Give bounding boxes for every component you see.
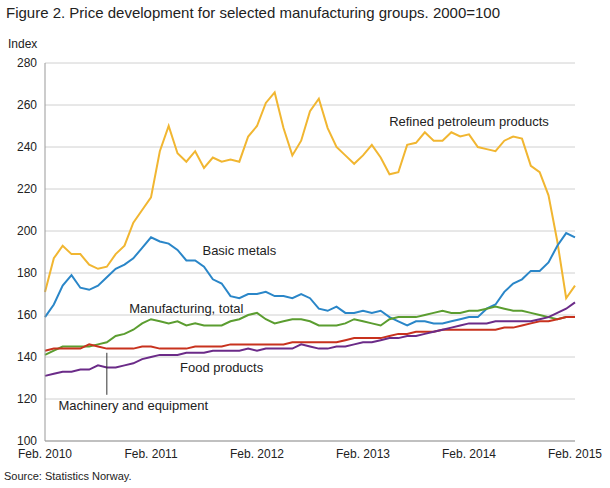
svg-text:Feb. 2010: Feb. 2010: [18, 447, 72, 461]
svg-text:260: 260: [17, 98, 37, 112]
svg-text:Feb. 2014: Feb. 2014: [442, 447, 496, 461]
svg-text:200: 200: [17, 224, 37, 238]
svg-text:Feb. 2011: Feb. 2011: [124, 447, 177, 461]
svg-text:240: 240: [17, 140, 37, 154]
svg-text:Basic metals: Basic metals: [202, 243, 276, 258]
svg-text:120: 120: [17, 392, 37, 406]
svg-text:160: 160: [17, 308, 37, 322]
svg-text:100: 100: [17, 434, 37, 448]
svg-text:Feb. 2013: Feb. 2013: [336, 447, 390, 461]
svg-text:Manufacturing, total: Manufacturing, total: [129, 301, 243, 316]
svg-text:Food products: Food products: [180, 360, 264, 375]
svg-text:Refined petroleum products: Refined petroleum products: [389, 114, 549, 129]
svg-text:220: 220: [17, 182, 37, 196]
html-text:Figure 2. Price development fo: Figure 2. Price development for selected…: [6, 4, 501, 21]
svg-text:Feb. 2012: Feb. 2012: [230, 447, 284, 461]
svg-text:180: 180: [17, 266, 37, 280]
svg-text:Machinery and equipment: Machinery and equipment: [59, 398, 209, 413]
html-text:Source: Statistics Norway.: Source: Statistics Norway.: [4, 470, 132, 482]
html-text:Index: Index: [8, 37, 38, 51]
svg-text:Feb. 2015: Feb. 2015: [548, 447, 602, 461]
svg-text:280: 280: [17, 56, 37, 70]
svg-text:140: 140: [17, 350, 37, 364]
